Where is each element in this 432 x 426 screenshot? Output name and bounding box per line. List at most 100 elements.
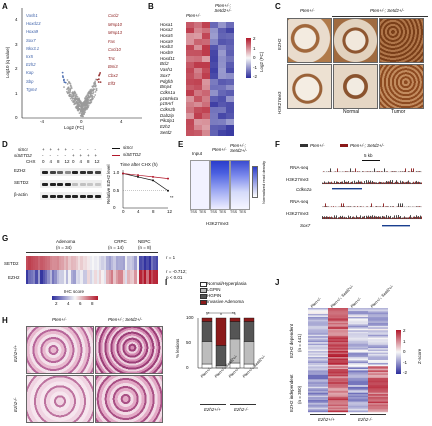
f-track-bar: [358, 180, 359, 184]
f-track-bar: [332, 217, 333, 219]
g-heatmap-cell: [141, 270, 144, 284]
g-heatmap-cell: [96, 256, 100, 270]
f-track-bar: [383, 182, 384, 184]
f-track-bar: [327, 216, 328, 219]
b-heatmap-cell: [226, 73, 234, 79]
volcano-point: [78, 105, 81, 107]
j-heatmap-cell: [368, 394, 388, 396]
volcano-down-gene: Sox7: [26, 37, 36, 43]
b-col-label-1: Pten+/-: [186, 13, 201, 18]
i-ytick: 0: [186, 365, 189, 370]
j-heatmap-cell: [368, 354, 388, 356]
j-legend-tick: -2: [403, 370, 408, 375]
i-sig-1: **: [206, 311, 210, 316]
j-heatmap-cell: [328, 330, 348, 332]
f-track-bar: [410, 182, 411, 184]
f-track-bar: [393, 206, 394, 207]
volcano-point: [78, 100, 81, 103]
volcano-point: [70, 87, 73, 90]
f-track-bar: [366, 215, 367, 219]
j-heatmap-cell: [308, 361, 328, 364]
c-col2-line: [332, 16, 428, 17]
f-track-bar: [383, 216, 384, 219]
j-heatmap-cell: [308, 333, 328, 335]
j-heatmap-cell: [348, 368, 368, 371]
f-track-bar: [322, 182, 323, 184]
b-heatmap-cell: [194, 44, 202, 51]
j-heatmap-cell: [328, 361, 348, 364]
b-heatmap-cell: [194, 107, 202, 114]
j-heatmap-cell: [348, 318, 368, 321]
b-heatmap-cell: [194, 130, 202, 136]
b-heatmap-cell: [210, 113, 218, 119]
c-row1: EZH2: [277, 38, 282, 50]
f-track-bar: [353, 216, 354, 219]
b-heatmap-cell: [210, 22, 218, 28]
b-heatmap-cell: [218, 22, 226, 28]
d-blot-band: [64, 182, 71, 186]
d-blot-band: [42, 170, 48, 174]
g-group-1-n: (n = 34): [56, 245, 72, 250]
j-heatmap-cell: [328, 406, 348, 408]
b-heatmap-cell: [218, 67, 226, 74]
g-heatmap-cell: [146, 270, 149, 284]
j-heatmap-cell: [308, 379, 328, 381]
f-track-bar: [411, 168, 412, 172]
d-chx-value: 4: [49, 159, 53, 164]
volcano-down-gene: Hoxd13: [26, 21, 41, 27]
g-heatmap-cell: [49, 256, 52, 270]
b-heatmap-cell: [226, 101, 234, 108]
volcano-point: [78, 112, 81, 114]
g-heatmap-cell: [75, 256, 78, 270]
f-track-bar: [407, 217, 408, 219]
f-track-bar: [413, 168, 414, 172]
e-tss-tes-label: TSS: [210, 210, 217, 214]
b-heatmap-cell: [194, 84, 202, 91]
g-heatmap-cell: [122, 270, 125, 284]
volcano-point: [93, 82, 96, 85]
volcano-point: [68, 94, 70, 97]
f-track-bar: [359, 217, 360, 219]
i-bar-label: Pten+/-: [199, 366, 213, 379]
g-stats-1: r = 1: [166, 255, 176, 260]
f-track-bar: [374, 182, 375, 184]
j-heatmap-cell: [328, 351, 348, 353]
f-track-bar: [379, 181, 380, 184]
f-track-bar: [394, 182, 395, 184]
f-track-bar: [392, 171, 393, 172]
d-siscr-sign: -: [72, 147, 74, 152]
f-track-bar: [387, 217, 388, 219]
b-heatmap-cell: [210, 107, 218, 114]
j-heatmap-cell: [308, 377, 328, 380]
f-track-bar: [392, 217, 393, 219]
d-blot-band: [94, 170, 101, 174]
j-heatmap-cell: [348, 321, 368, 324]
j-legend-bar: [396, 330, 401, 374]
j-heatmap-cell: [328, 333, 348, 335]
f-track-bar: [348, 215, 349, 219]
f-track-bar: [395, 171, 396, 172]
b-gene-label: p19Arf: [160, 101, 173, 107]
j-heatmap-cell: [368, 377, 388, 380]
volcano-point: [86, 105, 89, 108]
f-track-bar: [342, 181, 343, 184]
e-col1: Input: [192, 151, 203, 156]
j-heatmap-cell: [328, 380, 348, 383]
volcano-point: [94, 91, 97, 93]
f-track-bar: [333, 206, 334, 207]
volcano-point: [89, 90, 92, 92]
d-row-siscr: siScr: [18, 147, 28, 152]
j-heatmap-cell: [348, 348, 368, 350]
d-blot-band: [57, 170, 63, 174]
b-legend-tick: 0: [253, 55, 256, 60]
g-heatmap-cell: [143, 270, 147, 284]
e-tss-tes-label: TES: [199, 210, 206, 214]
g-heatmap-cell: [70, 270, 74, 284]
panel-letter-c: C: [275, 2, 281, 11]
j-heatmap-cell: [368, 334, 388, 337]
volcano-point: [83, 101, 86, 103]
c-col2: Pten+/-; Setd2+/-: [370, 8, 405, 13]
d-blot-band: [57, 194, 63, 198]
f-track-bar: [380, 206, 381, 207]
volcano-ytick: 2: [15, 66, 18, 72]
